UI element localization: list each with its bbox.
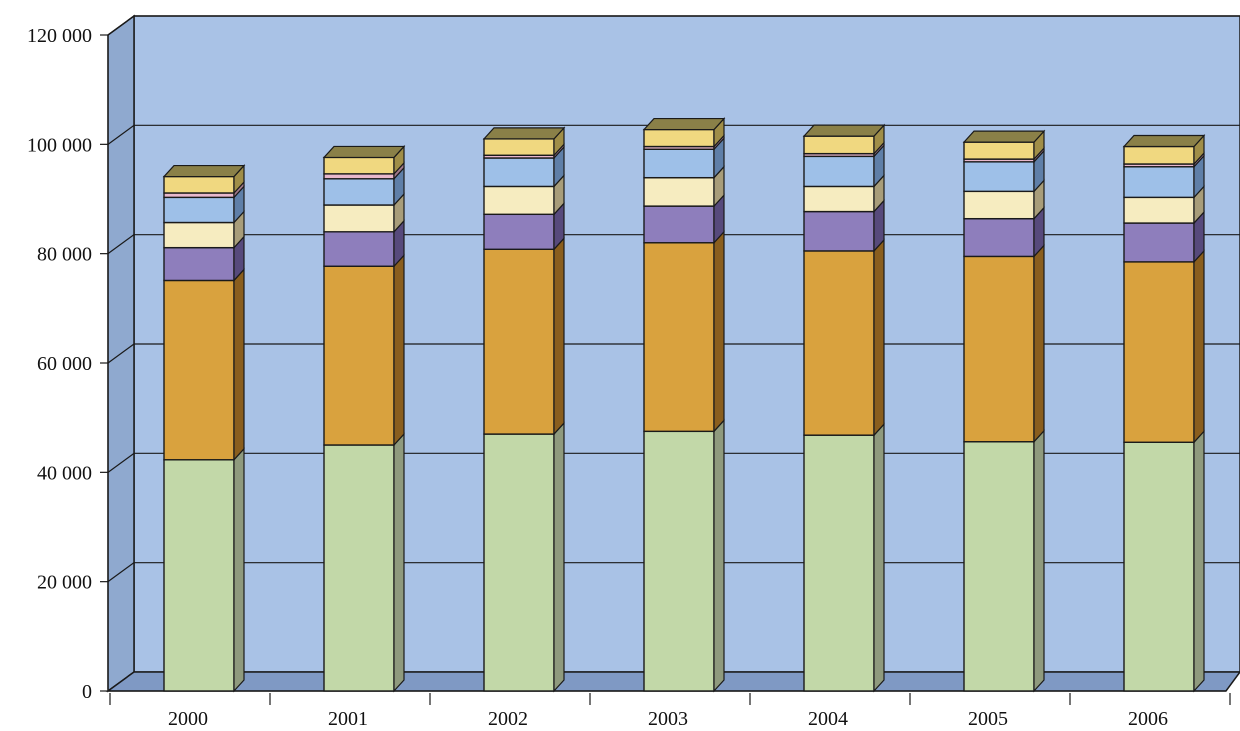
- bar-segment: [803, 434, 875, 692]
- bar-segment-side: [1033, 243, 1045, 444]
- bar-top: [1122, 134, 1206, 148]
- bar-segment: [643, 242, 715, 433]
- bar-segment: [163, 196, 235, 224]
- x-tick-label: 2004: [808, 708, 848, 726]
- bar-segment: [963, 141, 1035, 160]
- bar-segment: [323, 231, 395, 267]
- bar-segment: [483, 213, 555, 250]
- bar-top: [802, 124, 886, 137]
- bar-segment: [483, 138, 555, 156]
- gridline-side: [107, 234, 135, 255]
- bar-segment: [803, 135, 875, 155]
- gridline-side: [107, 562, 135, 583]
- bar-segment: [1123, 196, 1195, 224]
- bar-segment: [163, 175, 235, 194]
- bar-segment-side: [553, 421, 565, 693]
- bar-segment: [483, 157, 555, 188]
- bar-segment-side: [713, 418, 725, 693]
- bar-segment: [963, 161, 1035, 193]
- bar-segment: [323, 173, 395, 180]
- bar-segment: [163, 279, 235, 461]
- bar-segment: [643, 128, 715, 148]
- bar-segment: [323, 265, 395, 446]
- y-tick-label: 0: [82, 681, 92, 703]
- bar-segment: [963, 441, 1035, 692]
- bar-segment: [483, 433, 555, 692]
- bar-segment: [483, 248, 555, 435]
- bar-segment: [803, 185, 875, 213]
- bar-segment: [1123, 441, 1195, 692]
- bar-segment-side: [233, 447, 245, 693]
- bar-segment: [803, 210, 875, 252]
- bar-top: [322, 145, 406, 159]
- x-tick-label: 2000: [168, 708, 208, 726]
- bar-segment-side: [713, 230, 725, 433]
- bar-segment-side: [1033, 429, 1045, 693]
- y-tick-label: 20 000: [37, 572, 92, 594]
- bar-segment: [163, 221, 235, 249]
- bar-segment: [803, 155, 875, 188]
- bar-segment: [643, 205, 715, 244]
- gridline-side: [107, 124, 135, 145]
- bar-segment: [323, 178, 395, 206]
- bar-top: [482, 127, 566, 140]
- bar-segment: [643, 430, 715, 692]
- bar-segment: [643, 148, 715, 179]
- y-tick-label: 80 000: [37, 244, 92, 266]
- bar-segment-side: [1193, 429, 1205, 693]
- bar-segment: [323, 204, 395, 233]
- bar-segment: [963, 255, 1035, 443]
- gridline-side: [107, 343, 135, 364]
- bar-segment: [483, 185, 555, 216]
- bar-segment: [1123, 145, 1195, 165]
- bar-segment: [963, 190, 1035, 220]
- bar-segment: [803, 250, 875, 436]
- bar-segment-side: [393, 432, 405, 693]
- y-tick-label: 40 000: [37, 462, 92, 484]
- bar-segment: [1123, 261, 1195, 443]
- y-tick-label: 100 000: [27, 134, 92, 156]
- bar-segment-side: [873, 422, 885, 693]
- bar-top: [962, 130, 1046, 143]
- x-tick-label: 2006: [1128, 708, 1168, 726]
- bar-segment-side: [873, 238, 885, 437]
- bar-segment: [643, 176, 715, 207]
- bar-segment-side: [233, 267, 245, 462]
- x-tick-label: 2003: [648, 708, 688, 726]
- x-tick-label: 2002: [488, 708, 528, 726]
- x-tick-label: 2005: [968, 708, 1008, 726]
- bar-top: [642, 117, 726, 131]
- gridline-side: [107, 15, 135, 36]
- bar-segment: [963, 217, 1035, 258]
- bar-top: [162, 164, 246, 178]
- bar-segment-side: [1193, 249, 1205, 444]
- y-tick-label: 120 000: [27, 25, 92, 47]
- gridline-side: [107, 452, 135, 473]
- bar-segment-side: [393, 253, 405, 447]
- bar-segment: [163, 246, 235, 282]
- bar-segment: [1123, 166, 1195, 199]
- bar-segment: [323, 444, 395, 692]
- bar-segment-side: [553, 236, 565, 436]
- bar-segment: [1123, 222, 1195, 263]
- y-tick-label: 60 000: [37, 353, 92, 375]
- x-tick-label: 2001: [328, 708, 368, 726]
- bar-segment: [163, 459, 235, 692]
- bar-segment: [323, 156, 395, 175]
